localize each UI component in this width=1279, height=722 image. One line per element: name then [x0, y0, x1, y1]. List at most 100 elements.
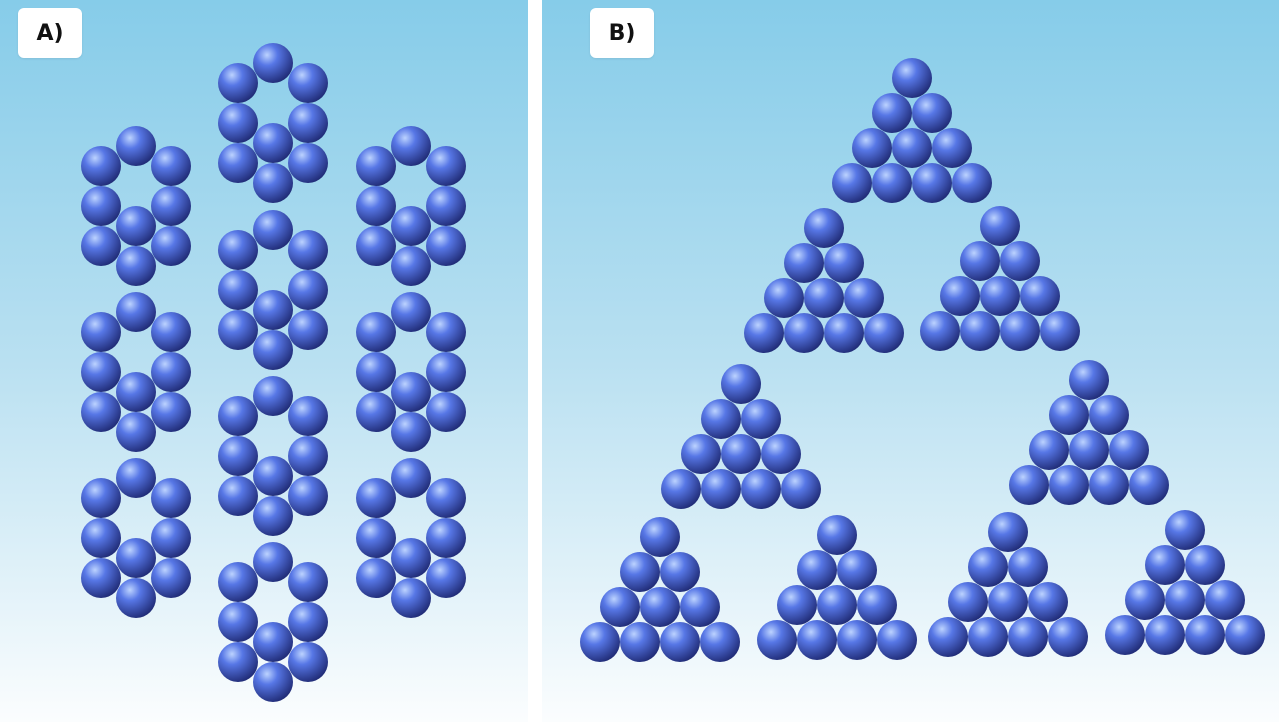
- sphere: [288, 562, 328, 602]
- sphere: [218, 103, 258, 143]
- sphere: [81, 352, 121, 392]
- sphere: [932, 128, 972, 168]
- sphere: [253, 496, 293, 536]
- sphere: [781, 469, 821, 509]
- sphere: [81, 312, 121, 352]
- sphere: [356, 558, 396, 598]
- sphere: [832, 163, 872, 203]
- sphere: [912, 93, 952, 133]
- sphere: [1048, 617, 1088, 657]
- sphere: [837, 550, 877, 590]
- sphere: [218, 230, 258, 270]
- sphere: [426, 226, 466, 266]
- sphere: [1185, 545, 1225, 585]
- sphere: [980, 276, 1020, 316]
- sphere: [877, 620, 917, 660]
- sphere: [116, 126, 156, 166]
- sphere: [797, 620, 837, 660]
- sphere: [1028, 582, 1068, 622]
- sphere: [218, 396, 258, 436]
- sphere: [218, 270, 258, 310]
- sphere: [1069, 430, 1109, 470]
- sphere: [928, 617, 968, 657]
- sphere: [356, 352, 396, 392]
- sphere: [1125, 580, 1165, 620]
- sphere: [426, 478, 466, 518]
- sphere: [960, 241, 1000, 281]
- sphere: [151, 146, 191, 186]
- sphere: [1165, 580, 1205, 620]
- sphere: [151, 312, 191, 352]
- sphere: [817, 585, 857, 625]
- sphere: [940, 276, 980, 316]
- sphere: [784, 313, 824, 353]
- sphere: [1109, 430, 1149, 470]
- sphere: [1009, 465, 1049, 505]
- sphere: [952, 163, 992, 203]
- sphere: [824, 243, 864, 283]
- sphere: [864, 313, 904, 353]
- sphere: [288, 103, 328, 143]
- sphere: [721, 364, 761, 404]
- sphere: [81, 478, 121, 518]
- sphere: [391, 206, 431, 246]
- sphere: [253, 43, 293, 83]
- sphere: [288, 476, 328, 516]
- sphere: [968, 617, 1008, 657]
- sphere: [1089, 395, 1129, 435]
- sphere: [804, 278, 844, 318]
- panel-a: A): [0, 0, 528, 722]
- sphere: [426, 558, 466, 598]
- panel-b-label: B): [590, 8, 654, 58]
- sphere: [81, 558, 121, 598]
- sphere: [288, 396, 328, 436]
- sphere: [81, 146, 121, 186]
- sphere: [391, 292, 431, 332]
- sphere: [1008, 617, 1048, 657]
- sphere: [253, 376, 293, 416]
- sphere: [1089, 465, 1129, 505]
- sphere: [600, 587, 640, 627]
- sphere: [288, 230, 328, 270]
- sphere: [151, 352, 191, 392]
- sphere: [960, 311, 1000, 351]
- hexagonal-sphere-clusters: [81, 43, 466, 702]
- sphere: [151, 478, 191, 518]
- sphere: [288, 270, 328, 310]
- sphere: [116, 578, 156, 618]
- sphere: [948, 582, 988, 622]
- sphere: [892, 128, 932, 168]
- sphere: [1020, 276, 1060, 316]
- sphere: [116, 206, 156, 246]
- sphere: [1185, 615, 1225, 655]
- panel-b: B): [542, 0, 1279, 722]
- sphere: [151, 558, 191, 598]
- sphere: [253, 330, 293, 370]
- sphere: [426, 312, 466, 352]
- sphere: [660, 552, 700, 592]
- sphere: [741, 469, 781, 509]
- sphere: [81, 186, 121, 226]
- sphere: [391, 578, 431, 618]
- sphere: [804, 208, 844, 248]
- sphere: [844, 278, 884, 318]
- sphere: [151, 518, 191, 558]
- sphere: [356, 186, 396, 226]
- sphere: [426, 518, 466, 558]
- sphere: [1129, 465, 1169, 505]
- sphere: [81, 392, 121, 432]
- sphere: [218, 602, 258, 642]
- sphere: [980, 206, 1020, 246]
- sphere: [426, 352, 466, 392]
- sphere: [253, 123, 293, 163]
- sphere: [253, 290, 293, 330]
- sphere: [253, 163, 293, 203]
- sphere: [1008, 547, 1048, 587]
- sphere: [1165, 510, 1205, 550]
- sphere: [1029, 430, 1069, 470]
- sphere: [761, 434, 801, 474]
- sphere: [857, 585, 897, 625]
- sphere: [872, 163, 912, 203]
- sphere: [426, 392, 466, 432]
- sphere: [1225, 615, 1265, 655]
